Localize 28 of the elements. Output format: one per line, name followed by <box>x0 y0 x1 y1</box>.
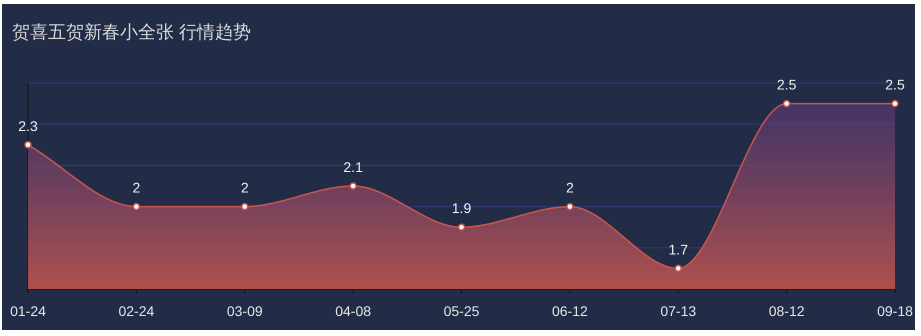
point <box>458 223 466 231</box>
data-label: 2.5 <box>885 76 905 93</box>
data-label: 2.5 <box>776 76 797 93</box>
x-tick-label: 07-13 <box>660 303 696 319</box>
data-label: 1.7 <box>668 241 688 258</box>
data-label: 2.3 <box>18 118 38 134</box>
data-label: 1.9 <box>452 200 472 216</box>
point <box>566 202 574 210</box>
data-label: 2 <box>566 180 574 196</box>
x-tick-label: 02-24 <box>118 303 154 319</box>
x-tick-label: 05-25 <box>444 303 480 319</box>
x-tick-label: 01-24 <box>10 303 46 319</box>
point <box>24 141 32 149</box>
data-label: 2 <box>240 180 249 196</box>
x-tick-label: 09-18 <box>877 303 914 319</box>
x-tick-label: 04-08 <box>335 303 372 319</box>
point <box>132 202 140 210</box>
point <box>241 202 248 210</box>
point <box>674 264 682 272</box>
x-tick-label: 08-12 <box>768 303 805 319</box>
data-label: 2 <box>132 180 140 196</box>
point <box>891 100 899 108</box>
data-label: 2.1 <box>343 159 364 175</box>
chart-title: 贺喜五贺新春小全张 行情趋势 <box>12 22 252 42</box>
x-tick-label: 03-09 <box>226 303 263 319</box>
point <box>349 182 357 190</box>
x-tick-label: 06-12 <box>552 303 588 319</box>
point <box>782 100 790 108</box>
